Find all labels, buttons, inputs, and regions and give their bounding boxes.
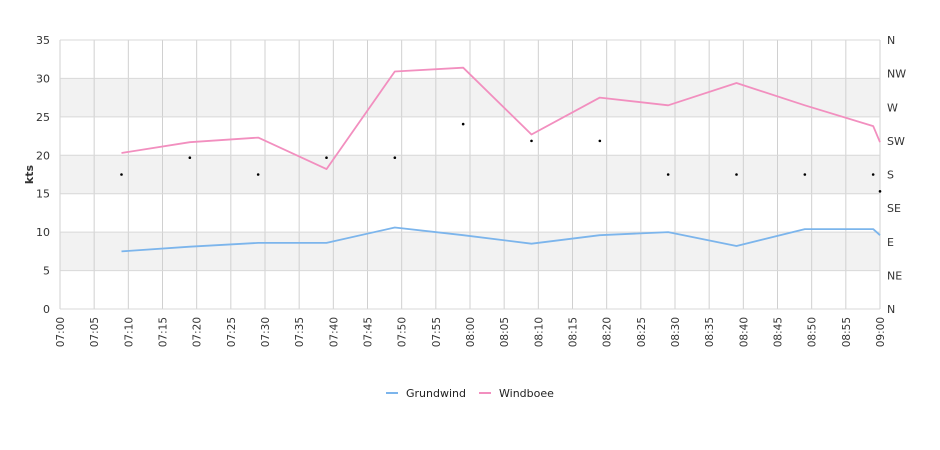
direction-tick-label: NW	[887, 68, 906, 81]
x-tick-label: 08:35	[704, 317, 716, 347]
direction-tick-label: E	[887, 236, 894, 249]
x-tick-label: 08:25	[636, 317, 648, 347]
x-axis: 07:00 07:05 07:10 07:15 07:20 07:25 07:30 07:35…	[55, 317, 887, 347]
x-tick-label: 08:10	[533, 317, 545, 347]
y-tick-label: 35	[36, 34, 50, 47]
x-tick-label: 09:00	[875, 317, 887, 347]
direction-tick-label: S	[887, 169, 894, 182]
x-tick-label: 07:05	[89, 317, 101, 347]
x-tick-label: 08:20	[602, 317, 614, 347]
direction-tick-label: SW	[887, 135, 905, 148]
y-tick-label: 25	[36, 111, 50, 124]
series-line-windboee	[121, 66, 881, 171]
direction-point	[878, 190, 882, 193]
direction-point	[803, 173, 807, 176]
legend-label: Grundwind	[406, 387, 466, 400]
direction-tick-label: SE	[887, 202, 901, 215]
y-tick-label: 20	[36, 149, 50, 162]
direction-point	[325, 156, 328, 159]
direction-tick-label: N	[887, 34, 895, 47]
x-tick-label: 08:05	[499, 317, 511, 347]
direction-point	[256, 173, 260, 176]
direction-tick-label: N	[887, 303, 895, 316]
x-tick-label: 08:55	[841, 317, 853, 347]
x-tick-label: 08:50	[807, 317, 819, 347]
y-tick-label: 5	[43, 265, 50, 278]
x-tick-label: 07:30	[260, 317, 272, 347]
y-tick-label: 15	[36, 188, 50, 201]
x-tick-label: 08:45	[773, 317, 785, 347]
y-tick-label: 0	[43, 303, 50, 316]
x-tick-label: 08:30	[670, 317, 682, 347]
right-direction-axis: N NE E SE S SW W NW N	[887, 34, 906, 316]
legend: Grundwind Windboee	[386, 387, 554, 400]
direction-point	[120, 173, 123, 176]
x-tick-label: 07:25	[226, 317, 238, 347]
horizontal-gridlines	[60, 39, 880, 310]
legend-item-grundwind[interactable]: Grundwind	[386, 387, 466, 400]
y-tick-label: 10	[36, 226, 50, 239]
series-line-grundwind	[121, 226, 881, 253]
vertical-gridlines	[59, 40, 881, 309]
direction-point	[871, 173, 875, 176]
legend-label: Windboee	[499, 387, 554, 400]
direction-tick-label: NE	[887, 269, 902, 282]
legend-item-windboee[interactable]: Windboee	[479, 387, 554, 400]
direction-point	[735, 173, 738, 176]
y-axis-label: kts	[23, 164, 36, 184]
y-tick-label: 30	[36, 72, 50, 85]
direction-point	[598, 139, 602, 143]
x-tick-label: 07:15	[158, 317, 170, 347]
x-tick-label: 07:40	[328, 317, 340, 347]
left-y-axis: 0 5 10 15 20 25 30 35 kts	[23, 34, 50, 316]
series-lines	[121, 66, 881, 253]
x-tick-label: 07:50	[397, 317, 409, 347]
direction-point	[188, 156, 192, 159]
x-tick-label: 07:55	[431, 317, 443, 347]
direction-points	[120, 122, 882, 193]
x-tick-label: 08:40	[738, 317, 750, 347]
x-tick-label: 07:35	[294, 317, 306, 347]
x-tick-label: 07:10	[123, 317, 135, 347]
direction-point	[666, 173, 670, 176]
x-tick-label: 07:45	[363, 317, 375, 347]
x-tick-label: 08:00	[465, 317, 477, 347]
direction-point	[393, 156, 397, 159]
x-tick-label: 07:00	[55, 317, 67, 347]
x-tick-label: 08:15	[568, 317, 580, 347]
x-tick-label: 07:20	[192, 317, 204, 347]
direction-point	[530, 139, 533, 143]
direction-tick-label: W	[887, 101, 898, 114]
direction-point	[461, 122, 465, 126]
